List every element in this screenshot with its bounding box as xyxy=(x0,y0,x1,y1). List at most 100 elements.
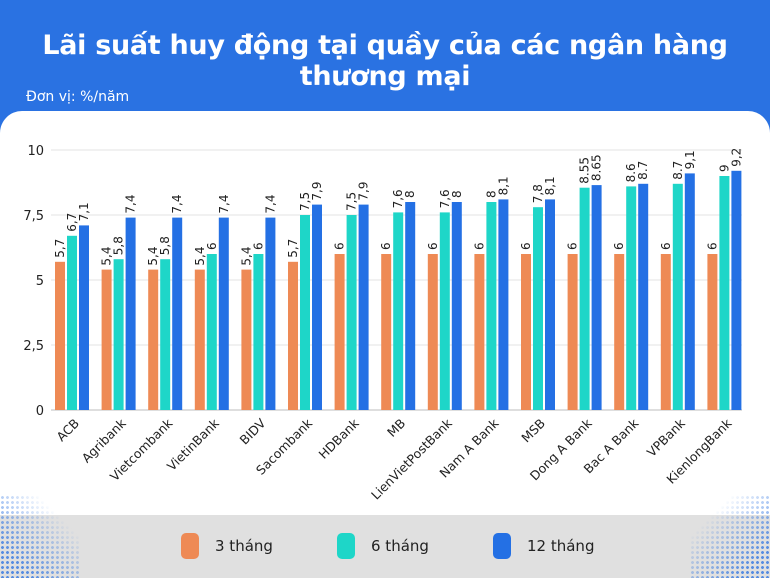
bar xyxy=(521,254,531,410)
bar-value-label: 6 xyxy=(705,242,719,250)
bar-value-label: 7,5 xyxy=(298,192,312,211)
bar xyxy=(579,187,590,410)
bar xyxy=(334,254,345,410)
bar xyxy=(451,202,462,410)
legend-item-3-thang: 3 tháng xyxy=(181,531,273,561)
bar-value-label: 8.7 xyxy=(671,161,685,180)
bar-value-label: 5,7 xyxy=(286,239,300,258)
bar-value-label: 8 xyxy=(484,190,498,198)
legend: 3 tháng 6 tháng 12 tháng xyxy=(0,531,770,561)
dot-pattern-decoration xyxy=(0,495,80,578)
y-tick-label: 2,5 xyxy=(23,339,44,354)
bar xyxy=(265,217,276,410)
bar-value-label: 9,1 xyxy=(683,150,697,169)
bar xyxy=(731,170,742,410)
bar xyxy=(567,254,578,410)
bar-value-label: 5,4 xyxy=(193,247,207,266)
legend-strip xyxy=(0,515,770,578)
unit-label: Đơn vị: %/năm xyxy=(26,89,130,105)
bar xyxy=(393,212,404,410)
bar xyxy=(79,225,89,410)
bar xyxy=(55,261,65,410)
chart-title: Lãi suất huy động tại quầy của các ngân … xyxy=(42,30,728,92)
legend-item-6-thang: 6 tháng xyxy=(337,531,429,561)
bar xyxy=(486,202,497,410)
bar xyxy=(498,199,509,410)
y-tick-label: 7,5 xyxy=(23,209,44,224)
bar-value-label: 7,6 xyxy=(438,189,452,208)
bar xyxy=(684,173,695,410)
bar xyxy=(67,235,77,410)
bar-value-label: 7,4 xyxy=(170,195,184,214)
bar-value-label: 6 xyxy=(426,242,440,250)
dot-pattern-decoration xyxy=(690,495,770,578)
bar-value-label: 8,1 xyxy=(496,176,510,195)
bar xyxy=(312,204,322,410)
bar xyxy=(707,254,718,410)
bar-value-label: 7,4 xyxy=(263,195,277,214)
legend-swatch-6-thang xyxy=(337,533,355,559)
bar-value-label: 8.7 xyxy=(636,161,650,180)
bar xyxy=(614,254,625,410)
bar-value-label: 5,8 xyxy=(158,236,172,255)
x-axis-label: LienVietPostBank xyxy=(368,415,455,502)
bar-value-label: 6 xyxy=(205,242,219,250)
bar xyxy=(160,259,171,410)
bar xyxy=(427,254,438,410)
bar-value-label: 5,4 xyxy=(146,247,160,266)
bar xyxy=(101,269,112,410)
y-tick-label: 10 xyxy=(27,144,44,159)
legend-item-12-thang: 12 tháng xyxy=(493,531,594,561)
y-axis-ticks: 0 2,5 5 7,5 10 xyxy=(23,144,44,419)
bar-value-label: 6 xyxy=(612,242,626,250)
bar xyxy=(638,183,649,410)
bar xyxy=(405,202,416,410)
bar xyxy=(218,217,229,410)
bar xyxy=(194,269,205,410)
bar-value-label: 6 xyxy=(519,242,533,250)
x-axis-label: BIDV xyxy=(237,415,269,447)
x-axis-label: MB xyxy=(384,416,408,440)
bar xyxy=(125,217,136,410)
bar-value-label: 5,4 xyxy=(100,247,114,266)
bars: 5,76,77,15,45,87,45,45,87,45,467,45,467,… xyxy=(53,148,743,410)
bar-value-label: 7,4 xyxy=(217,195,231,214)
bar xyxy=(253,254,264,410)
bar-value-label: 8,1 xyxy=(543,176,557,195)
bar-value-label: 5,7 xyxy=(53,239,67,258)
bar-value-label: 6 xyxy=(251,242,265,250)
x-axis-label: MSB xyxy=(518,416,548,446)
bar-value-label: 5,4 xyxy=(239,247,253,266)
bar xyxy=(241,269,252,410)
bar-value-label: 6 xyxy=(659,242,673,250)
bar-value-label: 6 xyxy=(333,242,347,250)
legend-swatch-3-thang xyxy=(181,533,199,559)
bar-value-label: 9 xyxy=(717,164,731,172)
bar xyxy=(626,186,637,410)
bar-value-label: 9,2 xyxy=(729,148,743,167)
x-axis-label: ACB xyxy=(53,416,82,445)
bar xyxy=(474,254,485,410)
y-tick-label: 0 xyxy=(36,404,44,419)
bar xyxy=(206,254,217,410)
bar-value-label: 8 xyxy=(403,190,417,198)
bar-value-label: 7,1 xyxy=(77,202,91,221)
bar-value-label: 8 xyxy=(450,190,464,198)
bar xyxy=(591,185,602,410)
bar-value-label: 6 xyxy=(566,242,580,250)
bar-value-label: 7,9 xyxy=(310,182,324,201)
y-tick-label: 5 xyxy=(36,274,44,289)
bar xyxy=(439,212,450,410)
bar-value-label: 7,8 xyxy=(531,184,545,203)
bar-value-label: 8.65 xyxy=(590,154,604,181)
bar xyxy=(719,176,730,410)
bar-value-label: 7,6 xyxy=(391,189,405,208)
bar-value-label: 8.6 xyxy=(624,163,638,182)
bar-value-label: 7,9 xyxy=(357,182,371,201)
x-axis-label: HDBank xyxy=(315,415,362,462)
bar-value-label: 7,5 xyxy=(345,192,359,211)
bar xyxy=(660,254,671,410)
x-axis-label: VPBank xyxy=(644,415,689,460)
